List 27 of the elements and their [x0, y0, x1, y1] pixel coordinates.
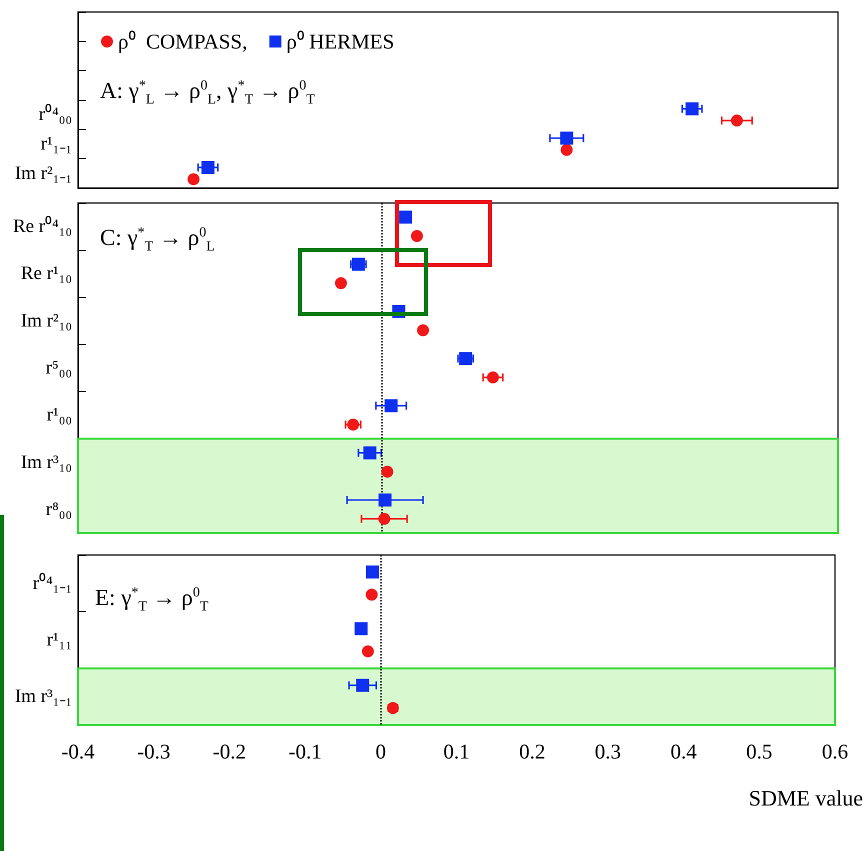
y-tick-label: Im r²₁₋₁ [14, 162, 72, 184]
y-tick-label: Im r²₁₀ [20, 310, 72, 332]
y-tick-label: r⁰⁴₁₋₁ [32, 572, 72, 594]
y-tick-label: r⁸₀₀ [46, 498, 72, 520]
x-tick-label: 0.4 [670, 740, 698, 764]
x-axis-title: SDME value [748, 786, 863, 810]
y-tick-label: Im r³₁₀ [20, 452, 72, 473]
x-tick-label: 0 [376, 740, 386, 764]
y-tick-label: Im r³₁₋₁ [14, 686, 72, 708]
y-tick-label: Re r⁰⁴₁₀ [12, 215, 72, 238]
x-tick-label: 0.5 [746, 740, 772, 764]
x-tick-label: -0.1 [288, 740, 322, 764]
y-tick-label: r⁰⁴₀₀ [38, 103, 72, 126]
legend-label: ρ⁰ HERMES [286, 30, 394, 54]
x-tick-label: -0.4 [61, 740, 96, 764]
x-tick-label: 0.3 [594, 740, 622, 764]
x-tick-label: 0.1 [443, 740, 470, 764]
y-tick-label: r¹₁₋₁ [40, 134, 72, 154]
legend-label: ρ⁰ COMPASS, [118, 30, 248, 54]
y-tick-label: r⁵₀₀ [46, 358, 72, 378]
y-tick-label: Re r¹₁₀ [20, 263, 72, 284]
y-tick-label: r¹₀₀ [46, 404, 72, 426]
x-tick-label: 0.6 [822, 740, 848, 764]
x-tick-label: -0.2 [212, 740, 246, 764]
y-tick-label: r¹₁₁ [46, 630, 72, 650]
x-tick-label: -0.3 [137, 740, 170, 764]
x-tick-label: 0.2 [519, 740, 546, 764]
